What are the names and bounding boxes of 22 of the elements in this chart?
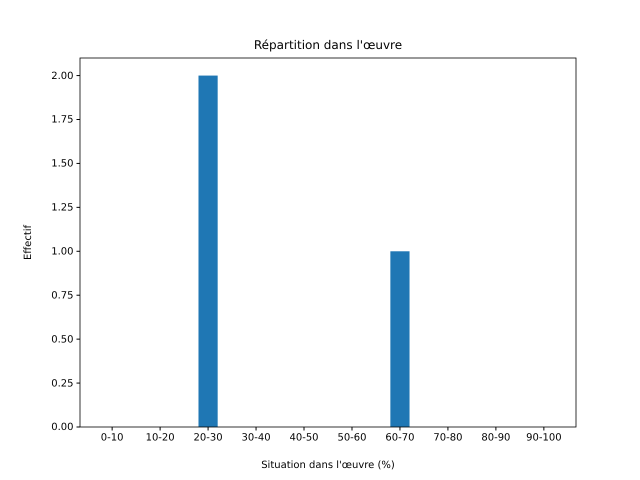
chart-title: Répartition dans l'œuvre (254, 38, 402, 52)
y-tick-label: 0.00 (51, 422, 74, 434)
x-tick-label: 90-100 (526, 432, 562, 444)
y-tick-label: 0.25 (51, 378, 74, 390)
x-tick-label: 30-40 (242, 432, 271, 444)
y-axis-title: Effectif (23, 224, 34, 260)
x-tick-label: 10-20 (146, 432, 175, 444)
y-tick-label: 0.50 (51, 334, 74, 346)
x-tick-label: 60-70 (385, 432, 414, 444)
y-tick-label: 1.50 (51, 158, 74, 170)
y-tick-label: 0.75 (51, 290, 74, 302)
x-tick-label: 80-90 (481, 432, 510, 444)
x-axis-title: Situation dans l'œuvre (%) (261, 460, 395, 471)
y-tick-label: 2.00 (51, 70, 74, 82)
y-tick-label: 1.75 (51, 114, 74, 126)
x-tick-label: 40-50 (289, 432, 319, 444)
x-tick-label: 50-60 (337, 432, 367, 444)
x-tick-label: 20-30 (194, 432, 223, 444)
x-tick-label: 0-10 (100, 432, 124, 444)
y-tick-label: 1.25 (51, 202, 74, 214)
y-tick-label: 1.00 (51, 246, 74, 258)
x-tick-label: 70-80 (433, 432, 462, 444)
